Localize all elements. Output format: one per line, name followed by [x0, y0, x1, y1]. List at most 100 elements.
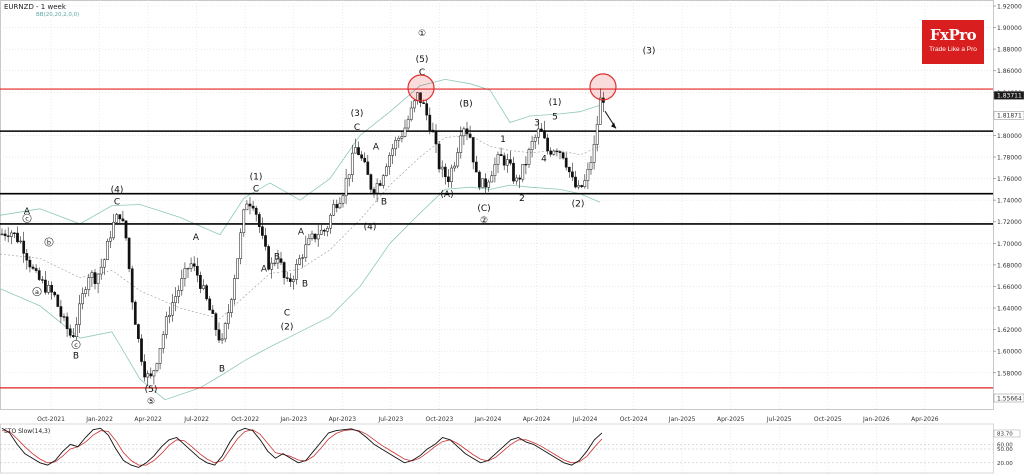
candle-down — [71, 335, 75, 337]
candle-up — [202, 285, 205, 289]
candle-up — [276, 258, 280, 264]
candle-up — [577, 185, 580, 188]
candle-down — [118, 214, 122, 220]
candle-down — [363, 157, 367, 163]
candle-down — [468, 133, 472, 138]
candle-down — [478, 171, 481, 188]
horizontal-levels — [0, 88, 993, 389]
candle-up — [270, 262, 274, 270]
x-tick-label: Jul-2024 — [572, 416, 598, 423]
candle-up — [230, 299, 233, 313]
candle-up — [592, 144, 596, 163]
candle-down — [28, 259, 32, 268]
candle-up — [189, 263, 193, 269]
candle-up — [226, 312, 230, 324]
candle-down — [44, 279, 47, 293]
wave-label: (5) — [145, 385, 158, 395]
x-tick-label: Jan-2022 — [85, 416, 113, 423]
candle-down — [447, 176, 450, 183]
candle-down — [509, 159, 512, 164]
candles — [0, 88, 605, 387]
candle-up — [354, 147, 357, 154]
candle-down — [564, 157, 568, 168]
sto-k-line — [1, 427, 603, 468]
candle-down — [571, 171, 574, 178]
candle-up — [81, 293, 84, 305]
candle-down — [68, 328, 72, 336]
candle-up — [533, 136, 537, 142]
price-tag-label: 1.83711 — [997, 93, 1022, 100]
candle-up — [295, 264, 298, 280]
y-tick-label: 1.72000 — [997, 219, 1022, 226]
candle-down — [502, 155, 506, 166]
candle-down — [214, 313, 218, 330]
wave-label: C — [284, 309, 290, 319]
candle-down — [137, 324, 140, 339]
candle-up — [161, 334, 165, 349]
candle-up — [326, 227, 329, 232]
y-tick-label: 1.78000 — [997, 155, 1022, 162]
wave-label: b — [47, 238, 51, 246]
candle-up — [273, 262, 277, 265]
candle-down — [555, 150, 559, 153]
candle-down — [254, 207, 258, 215]
x-tick-label: Jul-2022 — [183, 416, 209, 423]
y-tick-label: 1.90000 — [997, 25, 1022, 32]
candle-up — [505, 159, 509, 166]
candle-up — [530, 140, 534, 150]
x-tick-label: Oct-2024 — [620, 416, 648, 423]
candle-down — [192, 263, 196, 267]
y-tick-label: 1.64000 — [997, 306, 1022, 313]
candle-down — [574, 176, 577, 188]
candle-down — [419, 92, 422, 103]
y-tick-label: 1.74000 — [997, 198, 1022, 205]
highlight-circle — [589, 73, 617, 101]
wave-label: 5 — [552, 112, 558, 122]
candle-up — [385, 166, 388, 176]
candle-up — [84, 289, 88, 294]
candle-down — [211, 309, 215, 314]
wave-label-ring — [32, 287, 42, 297]
candle-up — [115, 214, 119, 223]
candle-up — [158, 348, 162, 364]
candle-up — [146, 373, 150, 378]
candle-down — [130, 268, 134, 303]
candle-down — [546, 137, 549, 152]
candle-down — [16, 232, 19, 243]
wave-label: C — [114, 197, 120, 207]
candle-down — [50, 285, 53, 293]
y-tick-label: 1.92000 — [997, 4, 1022, 11]
y-tick-label: 1.70000 — [997, 241, 1022, 248]
candle-down — [335, 204, 339, 209]
candle-up — [319, 229, 323, 235]
wave-label: ⑤ — [147, 397, 155, 407]
candle-up — [515, 177, 518, 182]
highlight-circle — [407, 74, 435, 102]
candle-down — [31, 266, 35, 269]
candle-down — [65, 316, 69, 330]
wave-label: (A) — [440, 190, 453, 200]
price-tag-box — [993, 393, 1024, 403]
bb-upper — [0, 78, 601, 236]
plot-frame — [0, 0, 994, 410]
sto-level-label: 50.00 — [997, 447, 1013, 453]
candle-down — [366, 161, 370, 175]
candle-up — [481, 178, 484, 188]
x-tick-label: Jan-2023 — [279, 416, 307, 423]
candle-up — [186, 268, 190, 270]
wave-label: ② — [480, 216, 488, 226]
candle-up — [236, 258, 239, 279]
candle-up — [341, 195, 345, 204]
price-tag-box — [993, 111, 1024, 120]
candle-down — [59, 306, 63, 317]
y-tick-label: 1.88000 — [997, 47, 1022, 54]
candle-up — [47, 285, 50, 293]
sto-frame — [0, 423, 994, 474]
candle-up — [595, 124, 599, 145]
candle-down — [205, 285, 208, 300]
candle-down — [580, 185, 584, 188]
candle-up — [239, 232, 243, 259]
candle-up — [496, 154, 500, 165]
candle-down — [143, 361, 146, 378]
